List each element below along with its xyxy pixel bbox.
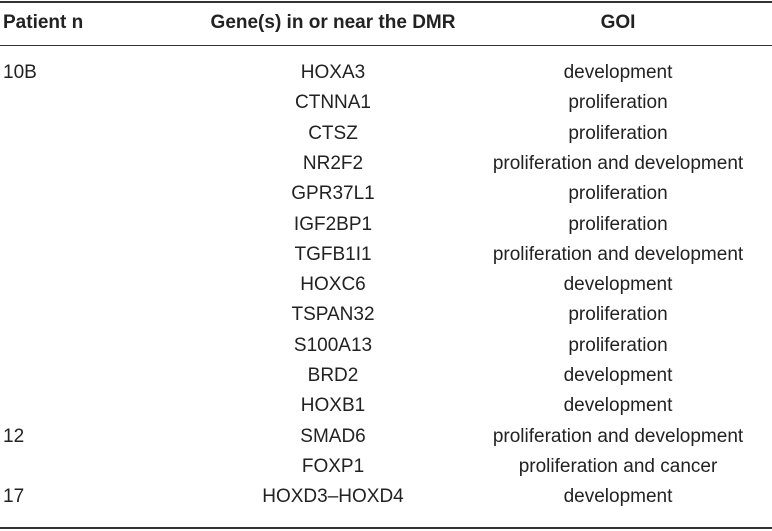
gene-cell: S100A13 [293, 334, 373, 356]
goi-cell: proliferation and development [492, 152, 744, 174]
header-cell: GOI [600, 12, 636, 33]
goi-cell: development [563, 486, 673, 508]
goi-cell: development [563, 365, 673, 386]
gene-cell: TGFB1I1 [294, 243, 372, 265]
header-cell: Patient n [3, 12, 84, 33]
patient-cell: 10B [3, 62, 37, 83]
goi-cell: proliferation [568, 213, 668, 235]
goi-cell: proliferation [568, 183, 668, 205]
bottom-rule [0, 527, 772, 529]
gene-cell: TSPAN32 [291, 304, 375, 326]
goi-cell: proliferation and development [492, 425, 744, 447]
goi-cell: proliferation and cancer [518, 455, 718, 477]
goi-cell: proliferation [568, 122, 668, 144]
gene-cell: GPR37L1 [291, 183, 375, 205]
gene-cell: SMAD6 [300, 425, 366, 447]
gene-cell: CTSZ [308, 122, 358, 144]
patient-cell: 17 [3, 486, 25, 508]
gene-cell: HOXD3–HOXD4 [262, 486, 404, 508]
header-rule [0, 45, 772, 46]
header-cell: Gene(s) in or near the DMR [210, 12, 456, 33]
goi-cell: proliferation and development [492, 243, 744, 265]
top-rule [0, 1, 772, 3]
gene-cell: CTNNA1 [294, 92, 372, 114]
goi-cell: proliferation [568, 92, 668, 114]
gene-cell: FOXP1 [301, 455, 365, 477]
gene-cell: BRD2 [307, 365, 359, 386]
gene-cell: IGF2BP1 [293, 213, 373, 235]
patient-cell: 12 [3, 425, 25, 447]
goi-cell: development [563, 395, 673, 417]
gene-cell: HOXB1 [300, 395, 366, 417]
goi-cell: proliferation [568, 334, 668, 356]
goi-cell: development [563, 62, 673, 83]
goi-cell: proliferation [568, 304, 668, 326]
gene-cell: HOXC6 [300, 274, 366, 296]
gene-cell: NR2F2 [302, 152, 364, 174]
gene-cell: HOXA3 [300, 62, 366, 83]
goi-cell: development [563, 274, 673, 296]
